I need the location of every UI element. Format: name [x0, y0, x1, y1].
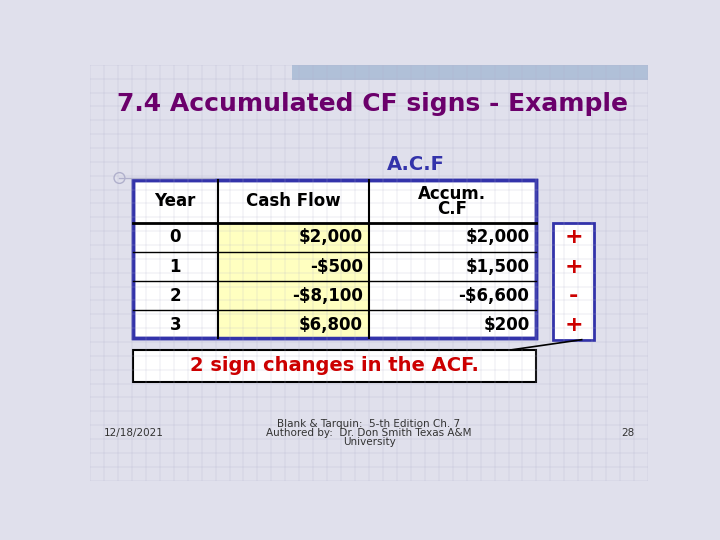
Text: $2,000: $2,000: [299, 228, 363, 246]
Text: -$8,100: -$8,100: [292, 287, 363, 305]
FancyBboxPatch shape: [218, 222, 369, 252]
Text: +: +: [564, 315, 583, 335]
Text: +: +: [564, 256, 583, 276]
FancyBboxPatch shape: [554, 222, 594, 340]
Text: -: -: [569, 286, 578, 306]
FancyBboxPatch shape: [218, 252, 369, 281]
Text: 0: 0: [169, 228, 181, 246]
Text: $200: $200: [483, 316, 529, 334]
FancyBboxPatch shape: [132, 180, 536, 338]
Text: $6,800: $6,800: [299, 316, 363, 334]
Text: A.C.F: A.C.F: [387, 156, 444, 174]
Text: -$6,600: -$6,600: [459, 287, 529, 305]
Text: 2 sign changes in the ACF.: 2 sign changes in the ACF.: [189, 356, 479, 375]
Text: Authored by:  Dr. Don Smith Texas A&M: Authored by: Dr. Don Smith Texas A&M: [266, 428, 472, 438]
Text: Cash Flow: Cash Flow: [246, 192, 341, 211]
Text: C.F: C.F: [437, 200, 467, 218]
Text: 2: 2: [169, 287, 181, 305]
Text: 28: 28: [621, 428, 634, 438]
Text: 3: 3: [169, 316, 181, 334]
Text: Accum.: Accum.: [418, 185, 487, 203]
Text: 7.4 Accumulated CF signs - Example: 7.4 Accumulated CF signs - Example: [117, 92, 628, 116]
Text: +: +: [564, 227, 583, 247]
FancyBboxPatch shape: [218, 310, 369, 340]
Text: -$500: -$500: [310, 258, 363, 275]
FancyBboxPatch shape: [132, 350, 536, 382]
Text: Blank & Tarquin:  5-th Edition Ch. 7: Blank & Tarquin: 5-th Edition Ch. 7: [277, 418, 461, 429]
Text: University: University: [343, 437, 395, 447]
Text: 1: 1: [169, 258, 181, 275]
Text: $2,000: $2,000: [465, 228, 529, 246]
Text: 12/18/2021: 12/18/2021: [104, 428, 164, 438]
Text: $1,500: $1,500: [465, 258, 529, 275]
FancyBboxPatch shape: [292, 65, 648, 80]
Text: Year: Year: [155, 192, 196, 211]
FancyBboxPatch shape: [218, 281, 369, 310]
